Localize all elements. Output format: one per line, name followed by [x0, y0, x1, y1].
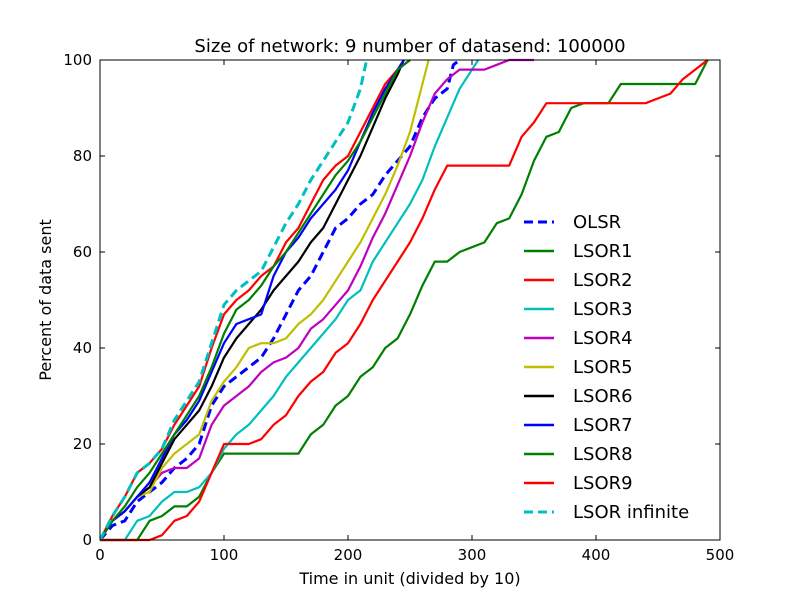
- legend: OLSR LSOR1 LSOR2 LSOR3 LSOR4 LSOR5 LSOR6 LSOR7 L…: [524, 212, 689, 523]
- legend-label: LSOR7: [573, 415, 633, 436]
- series-line-10: [100, 59, 709, 542]
- y-tick-label: 80: [73, 147, 92, 165]
- legend-label: LSOR1: [573, 241, 633, 262]
- legend-label: OLSR: [573, 212, 621, 233]
- y-tick-label: 60: [73, 243, 92, 261]
- x-tick-label: 300: [458, 546, 487, 564]
- x-axis-ticks: 0 100 200 300 400 500: [95, 60, 734, 564]
- x-tick-label: 500: [706, 546, 735, 564]
- series-line-9: [100, 59, 411, 541]
- chart-title: Size of network: 9 number of datasend: 1…: [194, 36, 625, 57]
- y-tick-label: 0: [82, 531, 92, 549]
- legend-label: LSOR6: [573, 386, 633, 407]
- y-axis-ticks: 0 20 40 60 80 100: [63, 51, 720, 549]
- series-line-6: [100, 59, 430, 541]
- legend-label: LSOR2: [573, 270, 633, 291]
- x-tick-label: 0: [95, 546, 105, 564]
- y-tick-label: 40: [73, 339, 92, 357]
- legend-label: LSOR5: [573, 357, 633, 378]
- plot-frame: [99, 59, 721, 541]
- y-tick-label: 100: [63, 51, 92, 69]
- legend-label: LSOR infinite: [573, 502, 689, 523]
- legend-label: LSOR9: [573, 473, 633, 494]
- x-tick-label: 400: [582, 546, 611, 564]
- series-line-1: [100, 58, 461, 541]
- series-line-4: [100, 59, 480, 542]
- legend-label: LSOR3: [573, 299, 633, 320]
- y-axis-title: Percent of data sent: [36, 219, 55, 381]
- series-line-3: [100, 59, 411, 541]
- legend-label: LSOR8: [573, 444, 633, 465]
- legend-label: LSOR4: [573, 328, 633, 349]
- x-axis-title: Time in unit (divided by 10): [298, 569, 520, 588]
- x-tick-label: 200: [334, 546, 363, 564]
- x-tick-label: 100: [210, 546, 239, 564]
- y-tick-label: 20: [73, 435, 92, 453]
- series-line-5: [100, 58, 534, 541]
- series-line-11: [100, 59, 369, 541]
- plot-lines: [100, 58, 709, 542]
